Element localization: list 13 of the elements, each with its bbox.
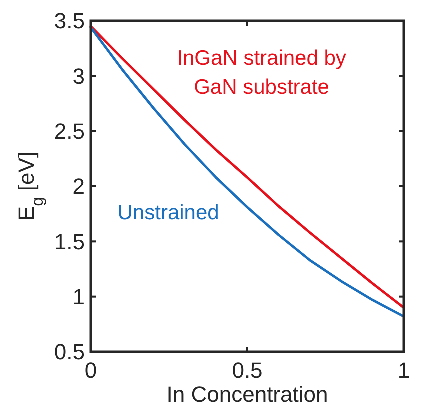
y-tick-label: 2.5 — [54, 119, 85, 144]
series-label: InGaN strained by GaN substrate — [177, 47, 347, 99]
x-tick-label: 0.5 — [232, 358, 263, 383]
y-tick-label: 3.5 — [54, 8, 85, 34]
x-axis-title: In Concentration — [166, 382, 328, 407]
y-tick-label: 2 — [72, 174, 85, 200]
y-tick-label: 3 — [72, 64, 85, 89]
y-tick-label: 1 — [72, 284, 85, 310]
x-tick-label: 0 — [84, 358, 98, 383]
series-label: Unstrained — [118, 202, 220, 225]
y-tick-label: 1.5 — [54, 229, 85, 254]
x-tick-label: 1 — [398, 358, 410, 383]
y-tick-label: 0.5 — [54, 340, 85, 365]
